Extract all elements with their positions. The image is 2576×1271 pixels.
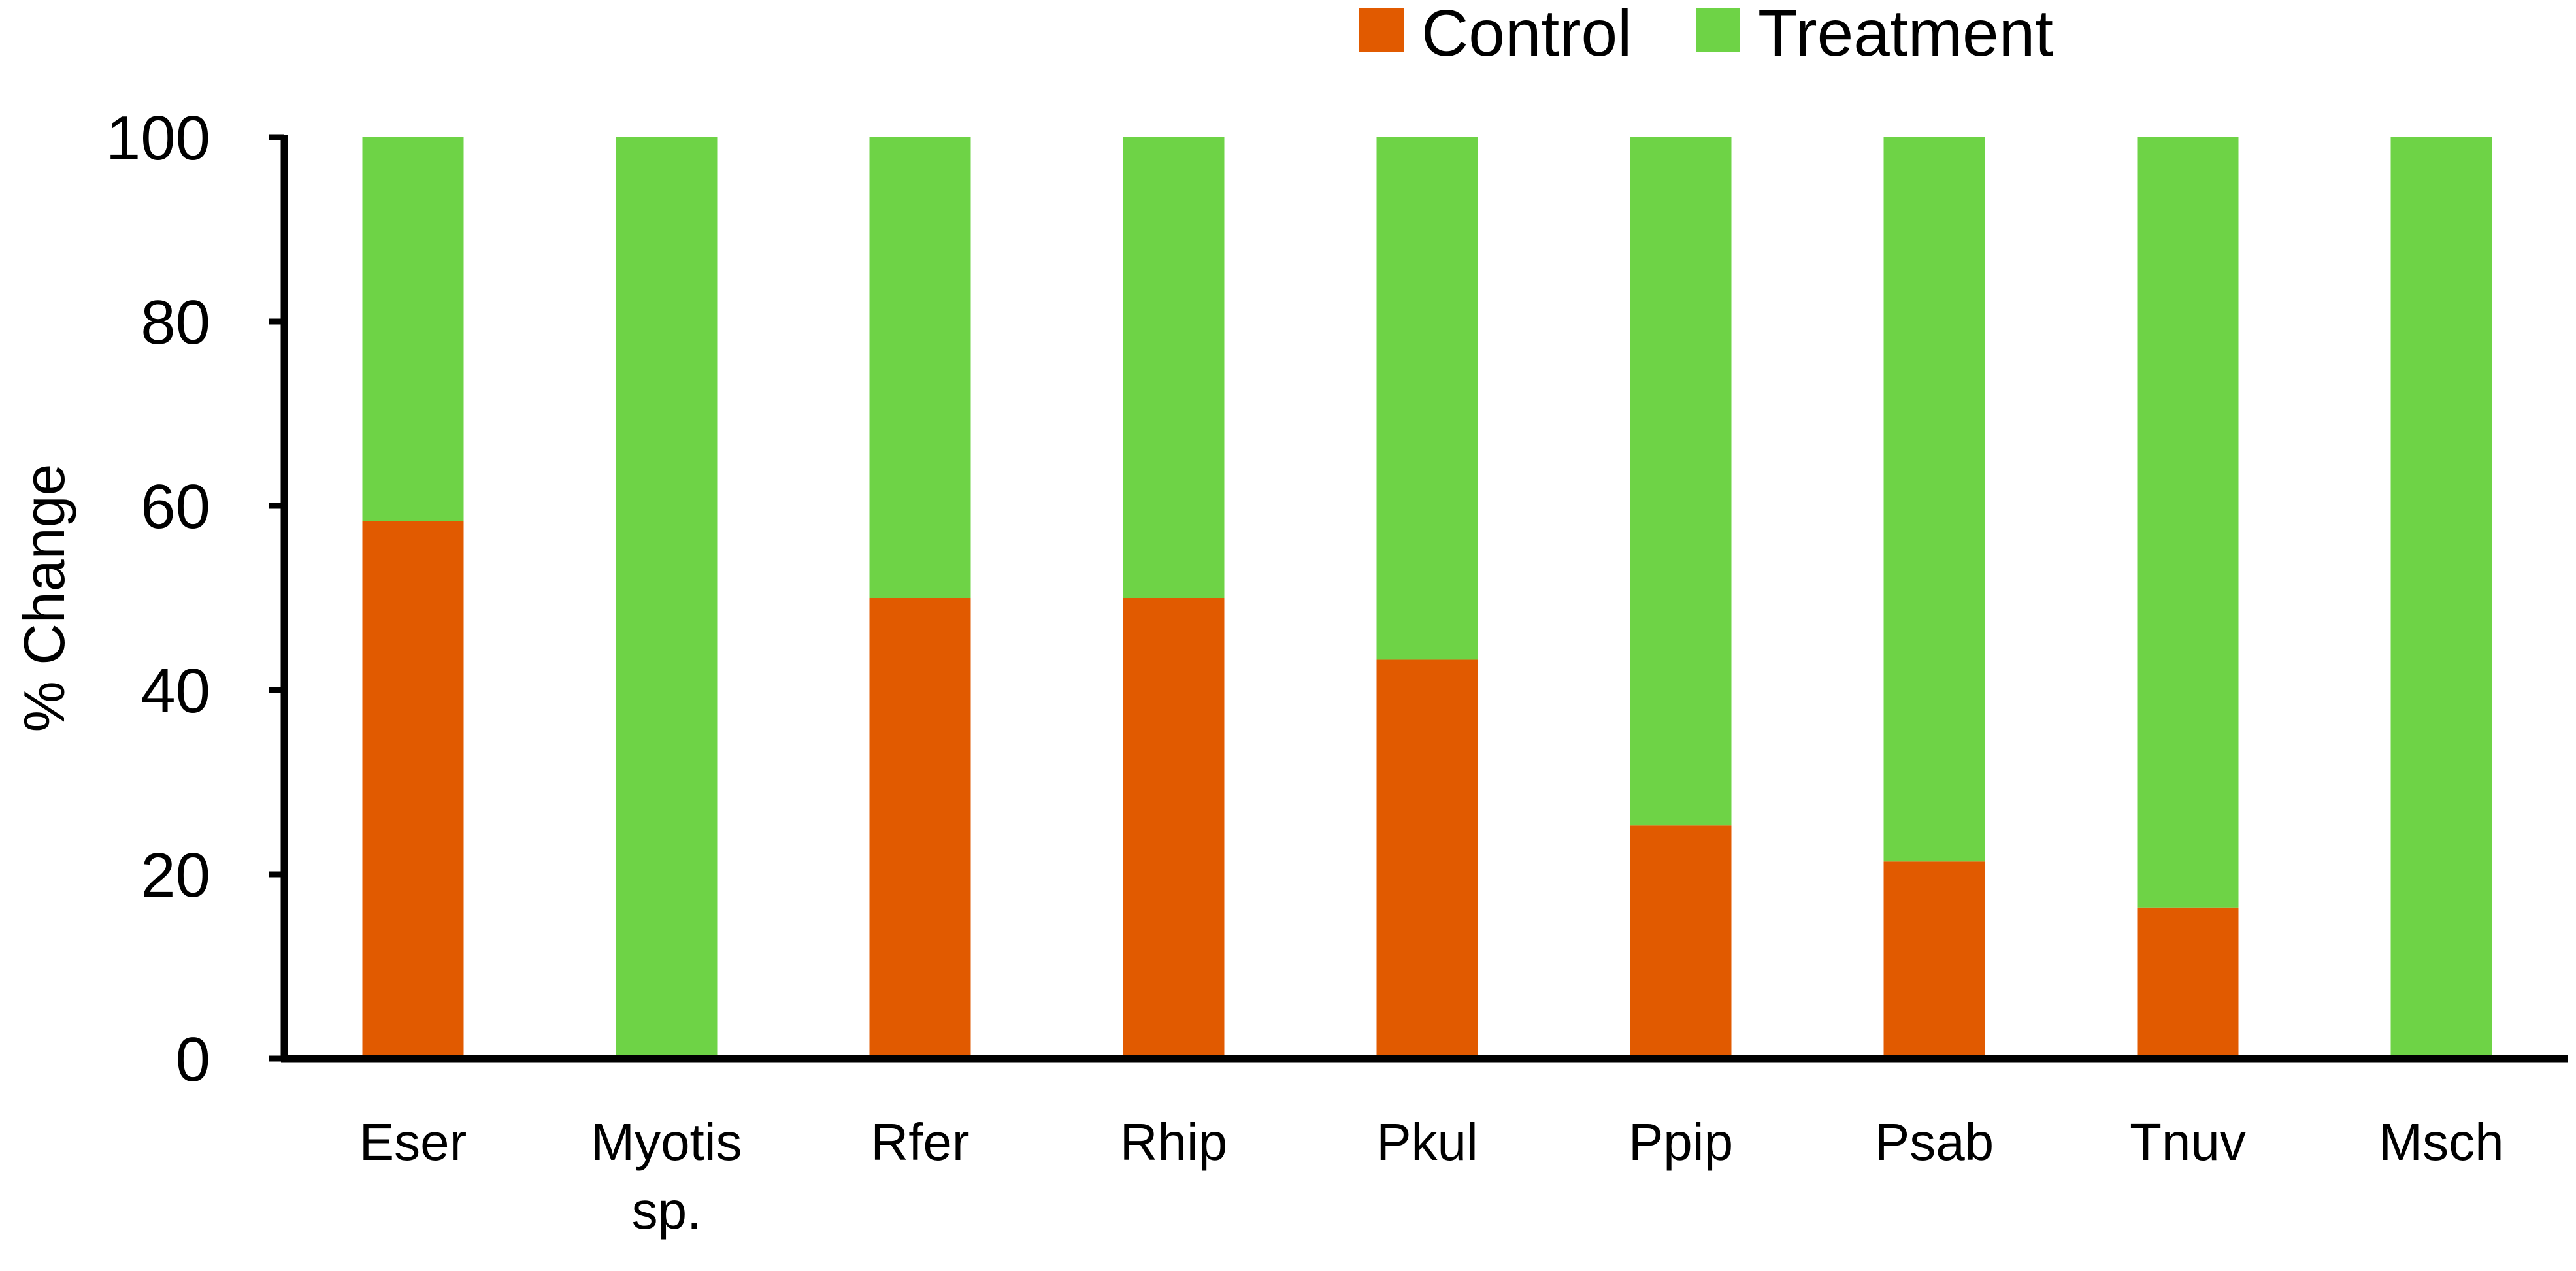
x-tick-label: Rhip bbox=[1120, 1113, 1228, 1171]
x-tick-label: Msch bbox=[2379, 1113, 2503, 1171]
bars bbox=[362, 137, 2492, 1059]
bar-control bbox=[1883, 861, 1985, 1059]
bar-treatment bbox=[1123, 137, 1225, 598]
bar-control bbox=[1123, 598, 1225, 1059]
bar-control bbox=[362, 521, 464, 1059]
x-tick-label: Ppip bbox=[1628, 1113, 1733, 1171]
legend-swatch-treatment bbox=[1696, 8, 1740, 52]
bar-treatment bbox=[2137, 137, 2239, 908]
legend: Control Treatment bbox=[1359, 0, 2053, 70]
y-tick-label: 0 bbox=[176, 1025, 210, 1095]
bar-treatment bbox=[1630, 137, 1732, 826]
bar-treatment bbox=[1376, 137, 1478, 660]
y-tick-label: 60 bbox=[140, 472, 210, 542]
legend-label-treatment: Treatment bbox=[1758, 0, 2053, 70]
x-tick-label: Myotis sp. bbox=[591, 1113, 742, 1240]
y-tick-label: 100 bbox=[106, 103, 210, 173]
legend-swatch-control bbox=[1359, 8, 1404, 52]
bar-treatment bbox=[1883, 137, 1985, 862]
bar-control bbox=[1376, 659, 1478, 1059]
y-axis-title: % Change bbox=[12, 464, 76, 733]
legend-label-control: Control bbox=[1421, 0, 1632, 70]
bar-control bbox=[869, 598, 971, 1059]
x-tick-label: Psab bbox=[1875, 1113, 1994, 1171]
y-tick-label: 80 bbox=[140, 288, 210, 357]
x-axis: Eser Myotis sp. Rfer Rhip Pkul Ppip Psab Tnuv Msc… bbox=[281, 1055, 2568, 1240]
bar-control bbox=[2137, 907, 2239, 1059]
bar-treatment bbox=[869, 137, 971, 598]
x-tick-label: Eser bbox=[359, 1113, 467, 1171]
bar-control bbox=[1630, 825, 1732, 1059]
bar-treatment bbox=[616, 137, 718, 1059]
bar-treatment bbox=[362, 137, 464, 521]
y-tick-label: 20 bbox=[140, 840, 210, 910]
x-tick-label: Tnuv bbox=[2130, 1113, 2246, 1171]
y-tick-label: 40 bbox=[140, 656, 210, 726]
x-tick-label: Pkul bbox=[1376, 1113, 1478, 1171]
bar-treatment bbox=[2390, 137, 2492, 1059]
y-axis: 0 20 40 60 80 100 bbox=[106, 103, 288, 1095]
x-tick-label: Rfer bbox=[870, 1113, 969, 1171]
